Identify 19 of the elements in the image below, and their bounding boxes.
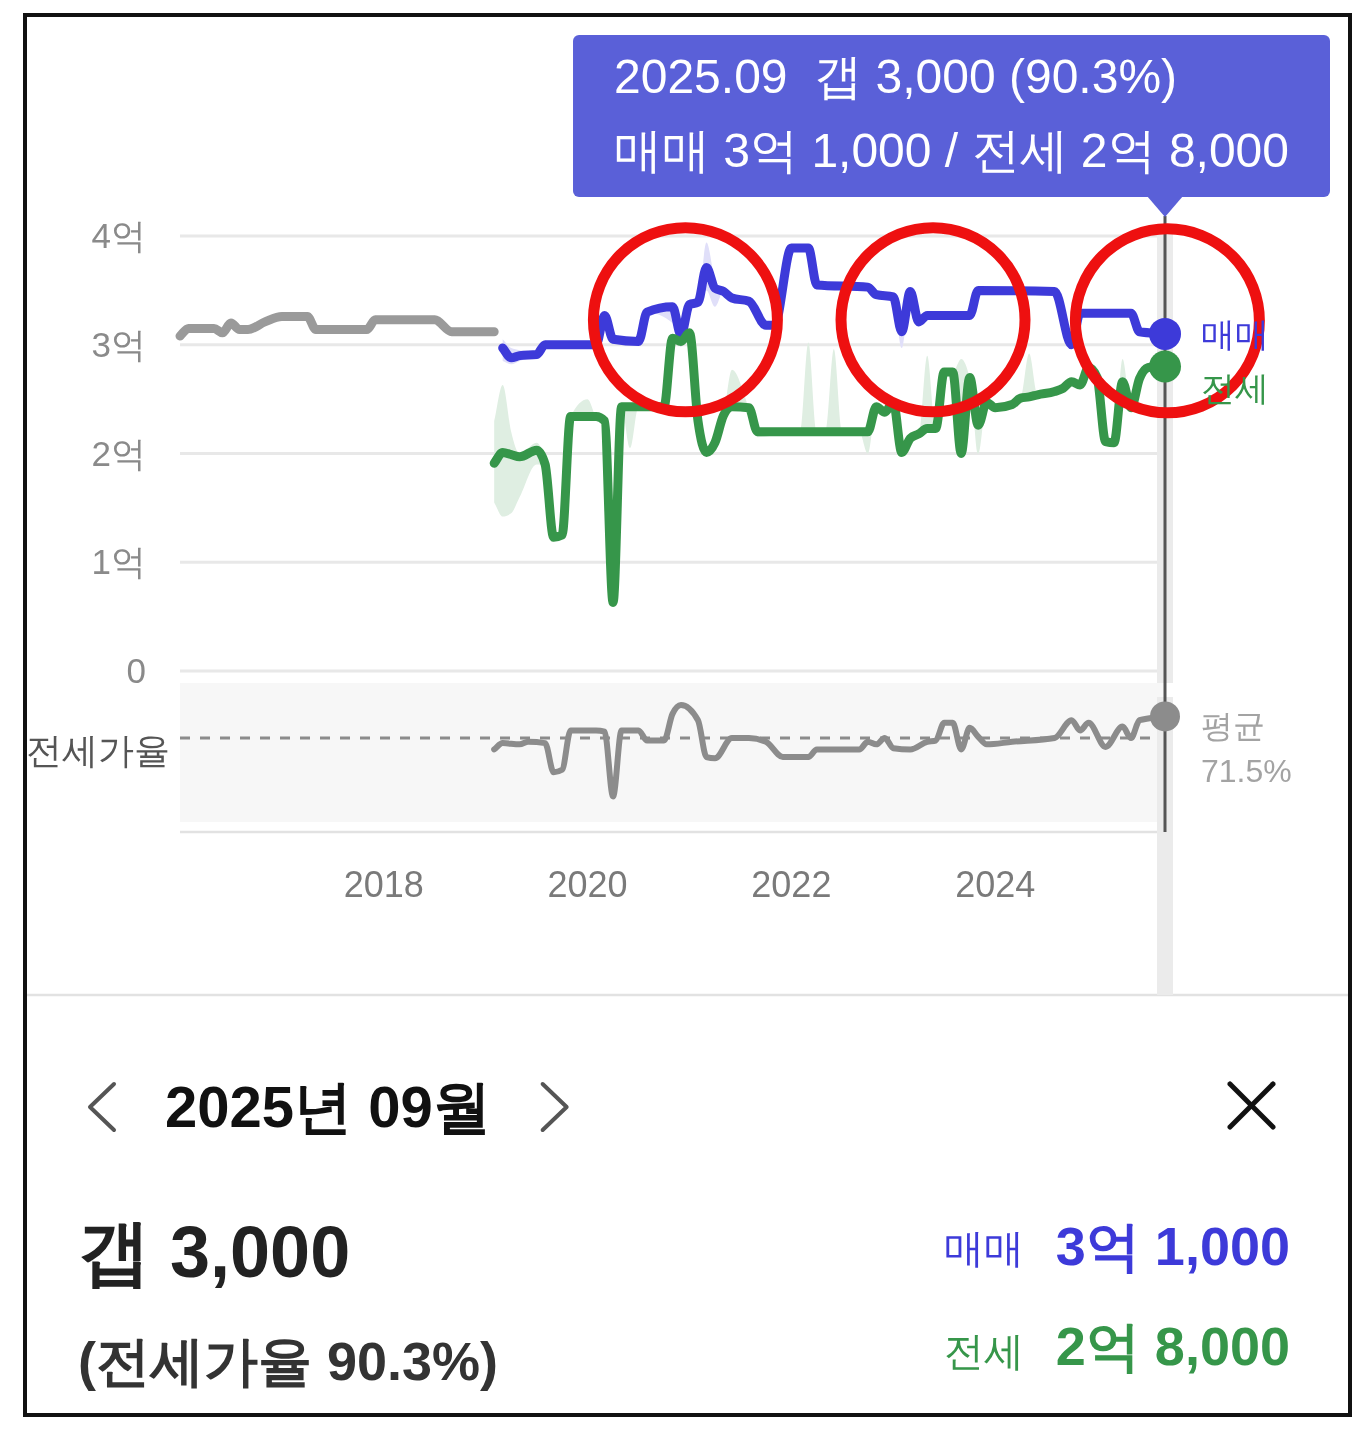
tooltip: 2025.09 갭 3,000 (90.3%) 매매 3억 1,000 / 전세 2억 8,000 bbox=[573, 35, 1330, 217]
text: 매매 bbox=[943, 1226, 1024, 1270]
y-tick-label: 0 bbox=[126, 651, 146, 690]
text: 갭 3,000 bbox=[78, 1212, 351, 1292]
x-tick-label: 2024 bbox=[955, 864, 1036, 905]
y-tick-label: 2억 bbox=[91, 433, 146, 473]
text: 전세 bbox=[943, 1329, 1024, 1373]
ref-line-label: 평균 71.5% bbox=[1201, 708, 1292, 790]
text: 3억 1,000 bbox=[1055, 1216, 1290, 1276]
x-tick-label: 2022 bbox=[751, 864, 832, 905]
x-tick-label: 2020 bbox=[547, 864, 628, 905]
y-tick-label: 3억 bbox=[91, 324, 146, 364]
text: 2억 8,000 bbox=[1055, 1316, 1290, 1376]
y-axis-title: 전세가율 bbox=[26, 729, 170, 771]
text: 2025년 09월 bbox=[165, 1074, 491, 1139]
x-tick-label: 2018 bbox=[343, 864, 424, 905]
y-tick-label: 4억 bbox=[91, 216, 146, 255]
y-tick-label: 1억 bbox=[91, 542, 146, 582]
text: (전세가율 90.3%) bbox=[78, 1331, 499, 1391]
